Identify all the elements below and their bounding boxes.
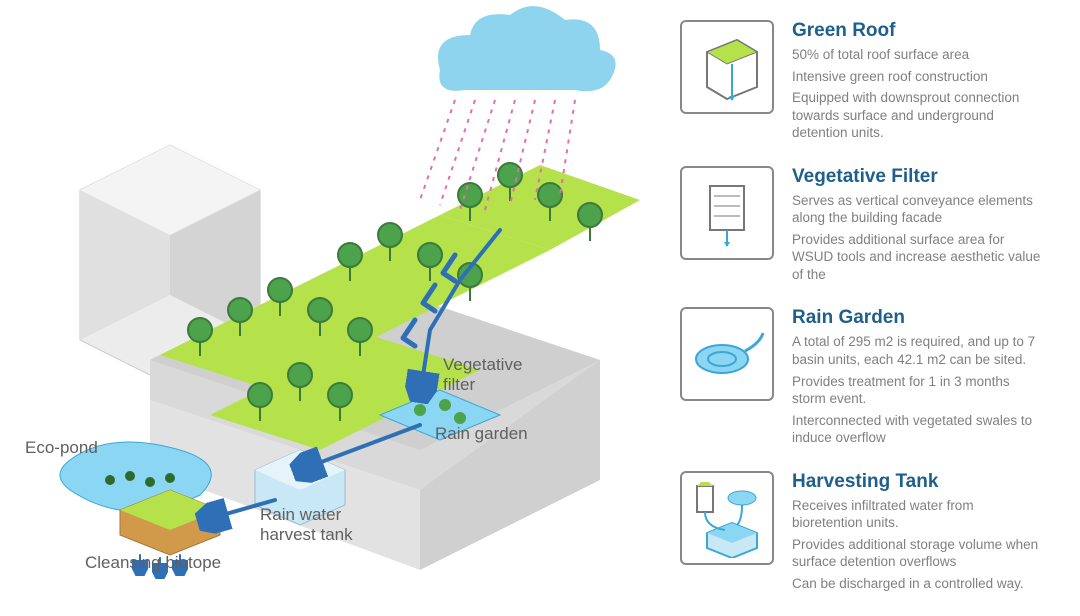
legend: Green Roof 50% of total roof surface are… <box>680 20 1060 616</box>
rain-garden-icon <box>680 307 774 401</box>
legend-item-harvesting-tank: Harvesting Tank Receives infiltrated wat… <box>680 471 1060 597</box>
legend-desc: Receives infiltrated water from bioreten… <box>792 497 1042 532</box>
legend-desc: A total of 295 m2 is required, and up to… <box>792 333 1042 368</box>
legend-desc: Equipped with downsprout connection towa… <box>792 89 1042 142</box>
legend-desc: 50% of total roof surface area <box>792 46 1042 64</box>
legend-desc: Interconnected with vegetated swales to … <box>792 412 1042 447</box>
label-rain-tank: Rain water harvest tank <box>260 505 353 545</box>
green-roof-icon <box>680 20 774 114</box>
legend-item-green-roof: Green Roof 50% of total roof surface are… <box>680 20 1060 146</box>
legend-item-vegetative-filter: Vegetative Filter Serves as vertical con… <box>680 166 1060 288</box>
label-eco-pond: Eco-pond <box>25 438 98 458</box>
label-rain-garden: Rain garden <box>435 424 528 444</box>
legend-desc: Serves as vertical conveyance elements a… <box>792 192 1042 227</box>
label-vegetative-filter: Vegetative filter <box>443 355 522 395</box>
legend-desc: Provides additional surface area for WSU… <box>792 231 1042 284</box>
legend-title: Green Roof <box>792 20 1042 42</box>
vegetative-filter-icon <box>680 166 774 260</box>
legend-desc: Provides treatment for 1 in 3 months sto… <box>792 373 1042 408</box>
legend-desc: Intensive green roof construction <box>792 68 1042 86</box>
label-cleansing-biotope: Cleansing biotope <box>85 553 221 573</box>
legend-title: Rain Garden <box>792 307 1042 329</box>
harvesting-tank-icon <box>680 471 774 565</box>
legend-desc: Provides additional storage volume when … <box>792 536 1042 571</box>
legend-item-rain-garden: Rain Garden A total of 295 m2 is require… <box>680 307 1060 450</box>
legend-desc: Can be discharged in a controlled way. <box>792 575 1042 593</box>
legend-title: Vegetative Filter <box>792 166 1042 188</box>
infographic-stage: Eco-pond Cleansing biotope Rain water ha… <box>0 0 1080 606</box>
legend-title: Harvesting Tank <box>792 471 1042 493</box>
